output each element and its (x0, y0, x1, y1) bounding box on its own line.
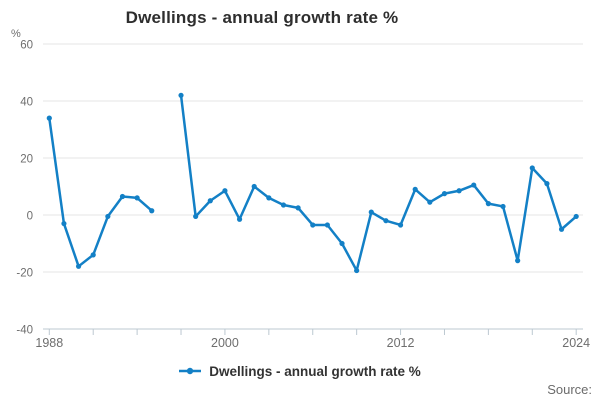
data-point[interactable] (178, 92, 184, 98)
data-point[interactable] (119, 193, 126, 200)
chart-title: Dwellings - annual growth rate % (125, 8, 399, 27)
data-point[interactable] (324, 222, 330, 228)
data-point[interactable] (207, 198, 213, 204)
gridlines (43, 43, 583, 273)
data-point[interactable] (46, 115, 52, 121)
y-axis-tick-label: -40 (16, 325, 33, 337)
data-point[interactable] (471, 182, 477, 188)
data-point[interactable] (149, 208, 155, 214)
data-point[interactable] (456, 188, 462, 194)
y-axis-unit-label: % (11, 28, 21, 40)
series-line (179, 94, 578, 272)
x-axis-tick-label: 1988 (35, 336, 63, 350)
data-point[interactable] (61, 220, 67, 227)
data-point[interactable] (251, 183, 257, 190)
legend-line-marker-icon (179, 367, 202, 375)
data-point[interactable] (573, 213, 579, 220)
data-point[interactable] (441, 191, 448, 197)
data-point[interactable] (222, 188, 228, 194)
data-point[interactable] (529, 165, 535, 171)
data-point[interactable] (500, 203, 506, 210)
data-point[interactable] (90, 252, 96, 258)
data-point[interactable] (354, 267, 360, 274)
data-point[interactable] (558, 226, 565, 232)
source-note: Source: (547, 382, 592, 397)
y-axis-tick-labels: 60 40 20 0 -20 -40 (16, 40, 33, 337)
data-point[interactable] (383, 218, 389, 224)
legend[interactable]: Dwellings - annual growth rate % (0, 360, 600, 382)
x-axis-tick-label: 2000 (211, 336, 239, 350)
x-axis-tick-labels: 1988 2000 2012 2024 (35, 336, 590, 350)
y-axis-tick-label: -20 (16, 268, 33, 280)
x-axis-tick-label: 2024 (562, 336, 590, 350)
data-point[interactable] (397, 222, 404, 228)
data-point[interactable] (368, 209, 374, 215)
series-line (48, 116, 154, 268)
data-point[interactable] (412, 186, 418, 192)
data-series (46, 92, 579, 274)
legend-label: Dwellings - annual growth rate % (209, 363, 421, 379)
data-point[interactable] (280, 202, 287, 208)
data-point[interactable] (75, 263, 82, 269)
y-axis-tick-label: 20 (20, 154, 33, 166)
data-point[interactable] (295, 205, 301, 211)
data-point[interactable] (105, 213, 111, 220)
data-point[interactable] (134, 195, 140, 201)
data-point[interactable] (266, 195, 272, 201)
y-axis-tick-label: 60 (20, 40, 33, 52)
x-axis-tick-label: 2012 (387, 336, 415, 350)
data-point[interactable] (339, 240, 345, 247)
data-point[interactable] (544, 181, 550, 187)
data-point[interactable] (236, 216, 243, 222)
y-axis-tick-label: 40 (20, 97, 33, 109)
data-point[interactable] (427, 199, 433, 205)
data-point[interactable] (310, 222, 316, 228)
data-point[interactable] (515, 258, 521, 264)
x-axis (43, 328, 583, 335)
data-point[interactable] (485, 201, 491, 207)
y-axis-tick-label: 0 (27, 211, 33, 223)
data-point[interactable] (193, 213, 199, 220)
